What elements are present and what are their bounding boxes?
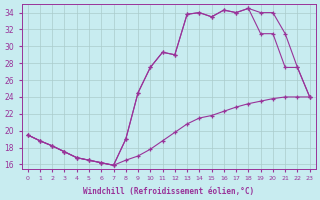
X-axis label: Windchill (Refroidissement éolien,°C): Windchill (Refroidissement éolien,°C): [83, 187, 254, 196]
